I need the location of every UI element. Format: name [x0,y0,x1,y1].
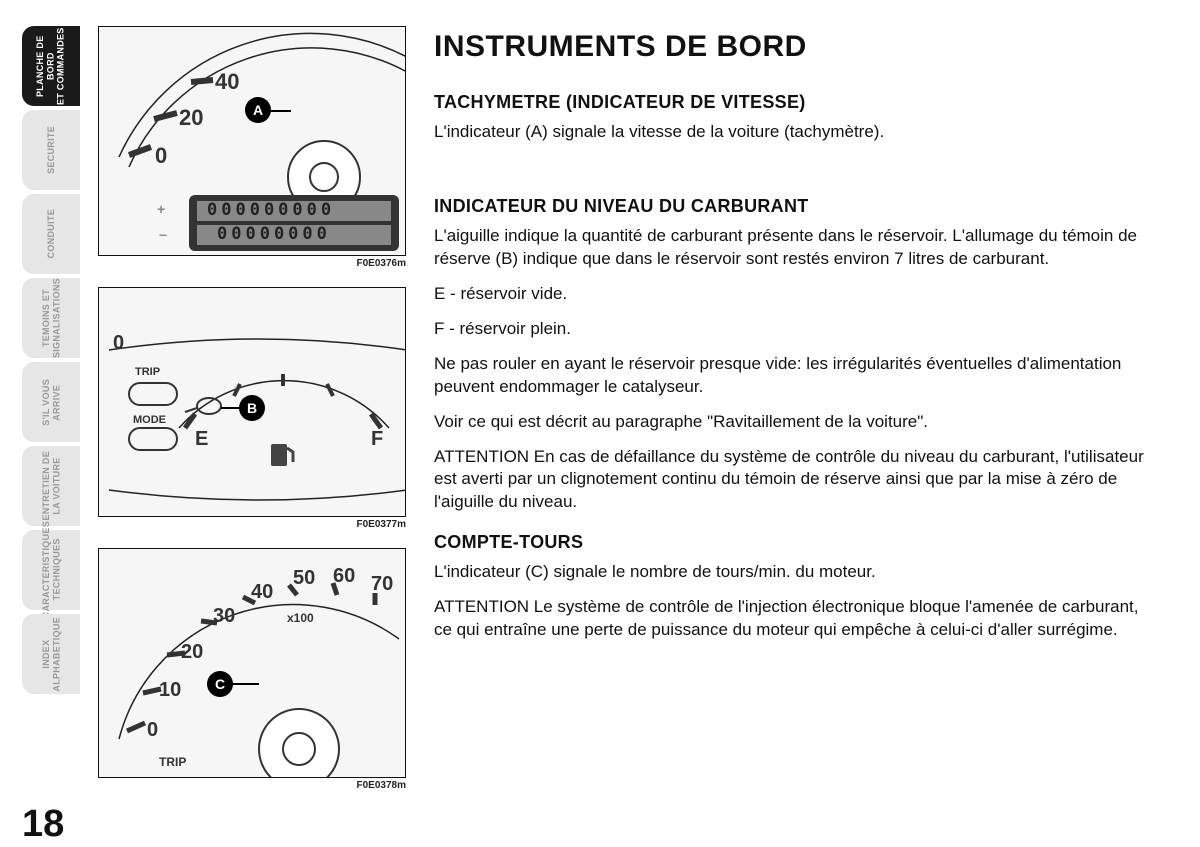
tab-caracteristiques[interactable]: CARACTERISTIQUES TECHNIQUES [22,530,80,610]
figure-caption: F0E0376m [98,256,408,269]
tacho-40: 40 [251,581,273,604]
mode-label: MODE [133,414,166,426]
tab-label: CONDUITE [46,209,56,258]
tacho-10: 10 [159,679,181,702]
body-text: Ne pas rouler en ayant le réservoir pres… [434,353,1160,399]
body-text: L'aiguille indique la quantité de carbur… [434,225,1160,271]
marker-a: A [245,97,271,123]
tab-securite[interactable]: SECURITE [22,110,80,190]
tab-label: CARACTERISTIQUES TECHNIQUES [41,521,62,618]
tab-label: PLANCHE DE BORD ET COMMANDES [35,26,66,106]
figure-caption: F0E0378m [98,778,408,791]
body-text: L'indicateur (C) signale le nombre de to… [434,561,1160,584]
body-text: Voir ce qui est décrit au paragraphe "Ra… [434,411,1160,434]
speedo-tick-20: 20 [179,105,203,131]
figure-speedometer: 0 20 40 + − 000000000 00000000 A F0E0376… [98,26,408,269]
tab-planche-de-bord[interactable]: PLANCHE DE BORD ET COMMANDES [22,26,80,106]
tab-label: S'IL VOUS ARRIVE [41,379,62,426]
body-text: F - réservoir plein. [434,318,1160,341]
speedo-tick-0: 0 [155,143,167,169]
page-number: 18 [22,803,64,846]
section-heading: COMPTE-TOURS [434,532,1160,553]
tab-conduite[interactable]: CONDUITE [22,194,80,274]
tacho-50: 50 [293,567,315,590]
figures-column: 0 20 40 + − 000000000 00000000 A F0E0376… [80,0,420,847]
fuel-zero: 0 [113,332,124,355]
marker-b: B [239,395,265,421]
trip-label: TRIP [135,366,160,378]
page-title: INSTRUMENTS DE BORD [434,30,1160,64]
tacho-mult: x100 [287,611,314,625]
tacho-0: 0 [147,719,158,742]
body-text: ATTENTION En cas de défaillance du systè… [434,446,1160,515]
section-heading: INDICATEUR DU NIVEAU DU CARBURANT [434,196,1160,217]
odometer-bottom: 00000000 [217,224,331,244]
body-text: L'indicateur (A) signale la vitesse de l… [434,121,1160,144]
section-heading: TACHYMETRE (INDICATEUR DE VITESSE) [434,92,1160,113]
tab-temoins[interactable]: TEMOINS ET SIGNALISATIONS [22,278,80,358]
odometer-top: 000000000 [207,200,335,220]
tab-label: SECURITE [46,126,56,174]
body-text: ATTENTION Le système de contrôle de l'in… [434,596,1160,642]
tacho-70: 70 [371,573,393,596]
tacho-30: 30 [213,605,235,628]
fuel-empty-label: E [195,428,208,451]
figure-tachometer: 0 10 20 30 40 50 60 70 x100 TRIP C F0E03… [98,548,408,791]
figure-fuel-gauge: 0 TRIP MODE E F B F0E0377m [98,287,408,530]
tab-entretien[interactable]: ENTRETIEN DE LA VOITURE [22,446,80,526]
sidebar: PLANCHE DE BORD ET COMMANDES SECURITE CO… [0,0,80,847]
tacho-trip: TRIP [159,755,186,769]
speedo-tick-40: 40 [215,69,239,95]
tab-label: TEMOINS ET SIGNALISATIONS [41,278,62,358]
tacho-20: 20 [181,641,203,664]
content-column: INSTRUMENTS DE BORD TACHYMETRE (INDICATE… [420,0,1200,847]
figure-caption: F0E0377m [98,517,408,530]
tab-sil-vous-arrive[interactable]: S'IL VOUS ARRIVE [22,362,80,442]
marker-c: C [207,671,233,697]
tab-label: ENTRETIEN DE LA VOITURE [41,451,62,521]
fuel-full-label: F [371,428,383,451]
body-text: E - réservoir vide. [434,283,1160,306]
tab-index[interactable]: INDEX ALPHABETIQUE [22,614,80,694]
tab-label: INDEX ALPHABETIQUE [41,617,62,692]
tacho-60: 60 [333,565,355,588]
